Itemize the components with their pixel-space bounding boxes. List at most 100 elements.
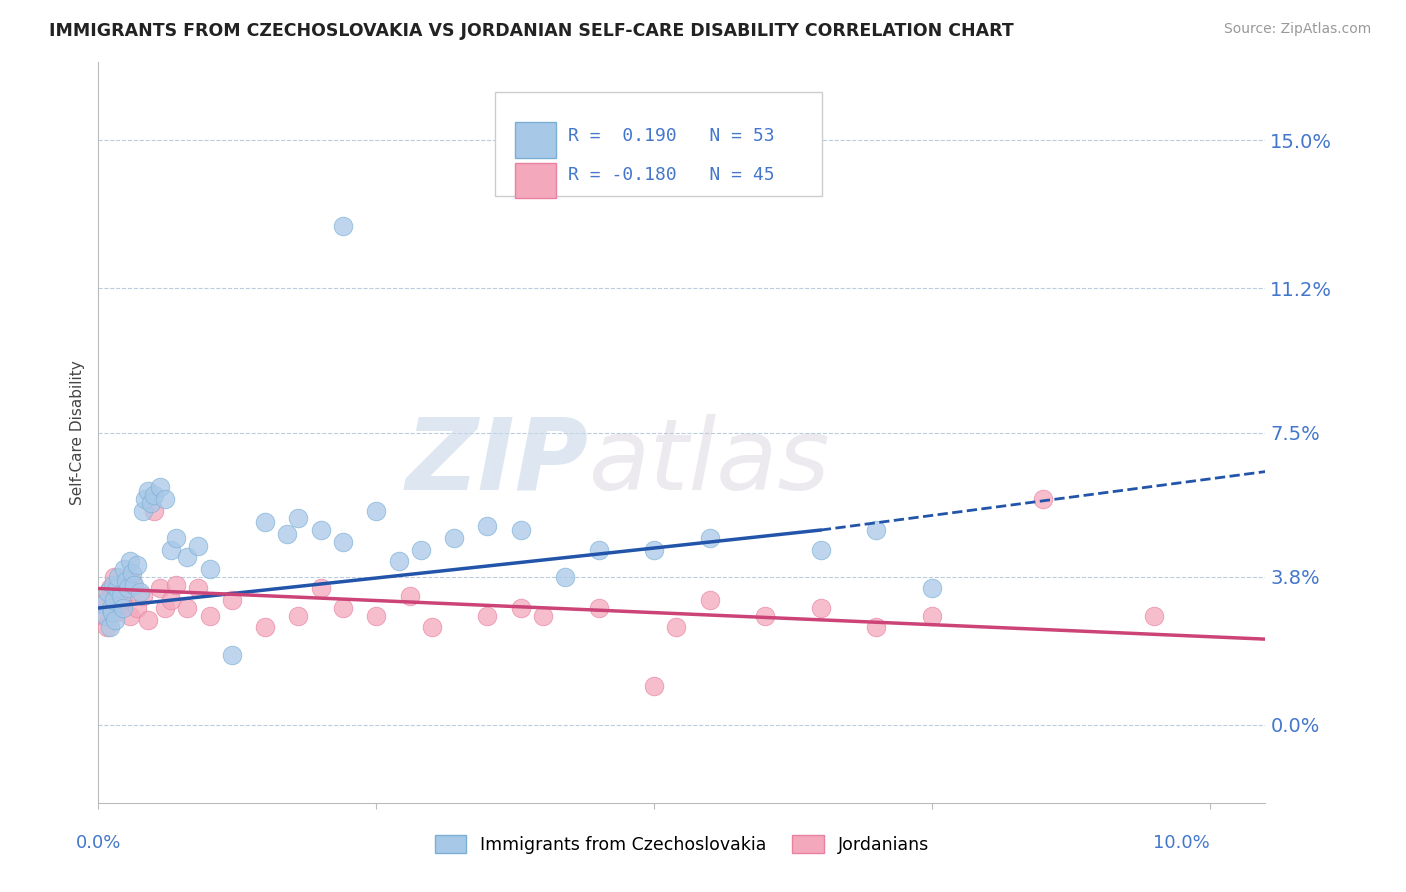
Text: R =  0.190   N = 53: R = 0.190 N = 53: [568, 128, 775, 145]
Point: [198, 562, 221, 576]
Point: [665, 620, 688, 634]
Point: [103, 593, 125, 607]
Point: [159, 593, 181, 607]
Point: [105, 605, 128, 619]
Point: [112, 562, 135, 576]
Point: [121, 566, 143, 580]
Point: [111, 597, 134, 611]
Point: [176, 601, 198, 615]
Point: [332, 219, 354, 233]
Point: [128, 585, 150, 599]
Point: [110, 577, 132, 591]
Point: [132, 503, 155, 517]
Point: [118, 608, 141, 623]
Point: [865, 620, 887, 634]
Point: [554, 570, 576, 584]
Point: [921, 582, 943, 596]
Point: [134, 491, 156, 506]
Point: [143, 503, 166, 517]
Point: [148, 582, 170, 596]
Point: [111, 601, 134, 615]
Point: [100, 601, 122, 615]
Point: [104, 613, 127, 627]
Y-axis label: Self-Care Disability: Self-Care Disability: [70, 360, 86, 505]
Point: [287, 511, 309, 525]
Point: [287, 608, 309, 623]
Text: R = -0.180   N = 45: R = -0.180 N = 45: [568, 166, 775, 184]
Text: 10.0%: 10.0%: [1153, 834, 1209, 852]
Point: [96, 620, 118, 634]
Point: [121, 574, 143, 588]
FancyBboxPatch shape: [515, 122, 555, 158]
Point: [254, 620, 277, 634]
Point: [143, 488, 166, 502]
Point: [810, 542, 832, 557]
Point: [699, 531, 721, 545]
Point: [643, 542, 665, 557]
Point: [153, 601, 176, 615]
Point: [366, 503, 388, 517]
Point: [754, 608, 776, 623]
Point: [643, 679, 665, 693]
Point: [165, 531, 187, 545]
Point: [865, 523, 887, 537]
Point: [93, 608, 115, 623]
Point: [107, 570, 129, 584]
Point: [96, 593, 118, 607]
Point: [366, 608, 388, 623]
Point: [115, 574, 138, 588]
Point: [101, 577, 124, 591]
Point: [810, 601, 832, 615]
Point: [921, 608, 943, 623]
Point: [309, 582, 332, 596]
Point: [165, 577, 187, 591]
Point: [100, 605, 122, 619]
Point: [159, 542, 181, 557]
Text: atlas: atlas: [589, 414, 830, 511]
Point: [139, 496, 162, 510]
Text: 0.0%: 0.0%: [76, 834, 121, 852]
Point: [93, 597, 115, 611]
Point: [398, 589, 420, 603]
Point: [118, 554, 141, 568]
Point: [1143, 608, 1166, 623]
Point: [699, 593, 721, 607]
Point: [531, 608, 554, 623]
Point: [221, 648, 243, 662]
Point: [477, 608, 499, 623]
Point: [110, 589, 132, 603]
Point: [98, 582, 121, 596]
Point: [96, 608, 118, 623]
FancyBboxPatch shape: [515, 162, 555, 198]
Point: [148, 480, 170, 494]
Point: [254, 515, 277, 529]
Point: [509, 523, 531, 537]
Point: [509, 601, 531, 615]
Text: Source: ZipAtlas.com: Source: ZipAtlas.com: [1223, 22, 1371, 37]
Point: [309, 523, 332, 537]
Point: [103, 570, 125, 584]
Point: [115, 585, 138, 599]
FancyBboxPatch shape: [495, 92, 823, 195]
Point: [387, 554, 409, 568]
Point: [221, 593, 243, 607]
Point: [588, 542, 610, 557]
Point: [588, 601, 610, 615]
Point: [138, 613, 160, 627]
Point: [127, 601, 149, 615]
Legend: Immigrants from Czechoslovakia, Jordanians: Immigrants from Czechoslovakia, Jordania…: [427, 828, 936, 861]
Point: [420, 620, 443, 634]
Point: [98, 620, 121, 634]
Point: [100, 601, 122, 615]
Point: [443, 531, 465, 545]
Point: [97, 585, 120, 599]
Point: [1032, 491, 1054, 506]
Point: [176, 550, 198, 565]
Text: ZIP: ZIP: [405, 414, 589, 511]
Text: IMMIGRANTS FROM CZECHOSLOVAKIA VS JORDANIAN SELF-CARE DISABILITY CORRELATION CHA: IMMIGRANTS FROM CZECHOSLOVAKIA VS JORDAN…: [49, 22, 1014, 40]
Point: [332, 534, 354, 549]
Point: [276, 527, 298, 541]
Point: [117, 582, 139, 596]
Point: [105, 582, 128, 596]
Point: [132, 589, 155, 603]
